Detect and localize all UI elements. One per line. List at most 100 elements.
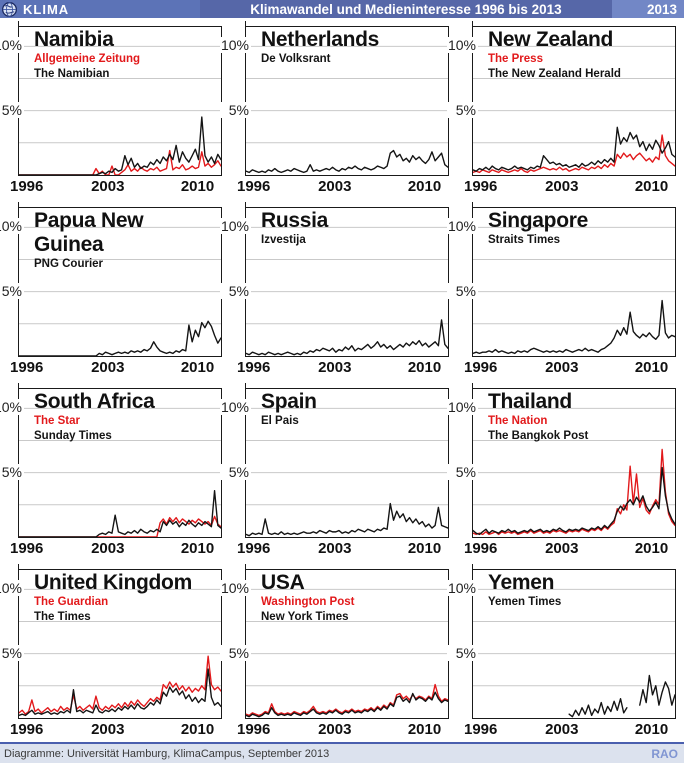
y-tick-label-10: 10% <box>447 37 478 54</box>
y-tick-label-10: 10% <box>220 218 251 235</box>
panel-title: Yemen <box>488 571 555 594</box>
x-tick-2010: 2010 <box>634 721 669 738</box>
line-chart <box>473 588 675 718</box>
line-chart <box>19 588 221 717</box>
panel-title: Russia <box>261 209 329 232</box>
x-tick-2010: 2010 <box>634 540 669 557</box>
x-tick-1996: 1996 <box>237 359 271 376</box>
y-tick-label-10: 10% <box>220 580 251 597</box>
x-tick-1996: 1996 <box>464 178 498 195</box>
panel-head: United Kingdom The Guardian The Times <box>34 571 192 625</box>
x-tick-2010: 2010 <box>407 178 442 195</box>
y-tick-label-5: 5% <box>447 463 478 480</box>
chart-panel-papua-new-guinea: Papua New Guinea PNG Courier 10% 5% 1996… <box>0 199 222 380</box>
panel-title: Spain <box>261 390 317 413</box>
y-tick-label-5: 5% <box>220 644 251 661</box>
legend-series-2: Sunday Times <box>34 430 112 442</box>
chart-panel-thailand: Thailand The Nation The Bangkok Post 10%… <box>447 380 676 561</box>
line-chart <box>19 226 221 356</box>
panel-title: New Zealand <box>488 28 614 51</box>
x-tick-2003: 2003 <box>91 359 125 376</box>
panel-head: South Africa The Star Sunday Times <box>34 390 155 444</box>
x-axis-labels: 1996 2003 2010 <box>464 177 676 198</box>
header-brand: KLIMA <box>0 0 200 18</box>
x-tick-1996: 1996 <box>237 721 271 738</box>
plot-area: Singapore Straits Times 10% 5% <box>447 202 676 357</box>
line-chart <box>246 407 448 537</box>
plot-area: USA Washington Post New York Times 10% 5… <box>220 564 449 719</box>
chart-panel-yemen: Yemen Yemen Times 10% 5% 1996 2003 2010 <box>447 561 676 742</box>
legend-series-1: The Press <box>488 53 543 65</box>
plot-area: Netherlands De Volksrant 10% 5% <box>220 21 449 176</box>
y-tick-label-10: 10% <box>0 399 24 416</box>
panel-head: Thailand The Nation The Bangkok Post <box>488 390 588 444</box>
footer-initials: RAO <box>651 746 678 761</box>
globe-icon <box>2 1 17 17</box>
legend-series-1: Allgemeine Zeitung <box>34 53 141 65</box>
x-tick-1996: 1996 <box>10 359 44 376</box>
panel-head: Papua New Guinea PNG Courier <box>34 209 212 272</box>
header-title: Klimawandel und Medieninteresse 1996 bis… <box>200 0 612 18</box>
plot-area: Yemen Yemen Times 10% 5% <box>447 564 676 719</box>
line-chart <box>473 407 675 536</box>
x-tick-1996: 1996 <box>464 540 498 557</box>
y-tick-label-5: 5% <box>220 101 251 118</box>
line-chart <box>246 45 448 174</box>
panel-head: Netherlands De Volksrant <box>261 28 379 67</box>
line-chart <box>473 226 675 355</box>
legend-series-1: The Guardian <box>34 596 109 608</box>
chart-panel-new-zealand: New Zealand The Press The New Zealand He… <box>447 18 676 199</box>
footer-credit: Diagramme: Universität Hamburg, KlimaCam… <box>4 747 330 760</box>
plot-area: Russia Izvestija 10% 5% <box>220 202 449 357</box>
panel-title: Netherlands <box>261 28 380 51</box>
x-tick-2010: 2010 <box>407 540 442 557</box>
x-axis-labels: 1996 2003 2010 <box>237 720 449 741</box>
chart-panel-spain: Spain El Pais 10% 5% 1996 2003 2010 <box>220 380 449 561</box>
legend-series-1: Yemen Times <box>488 596 562 608</box>
chart-panel-namibia: Namibia Allgemeine Zeitung The Namibian … <box>0 18 222 199</box>
legend-series-1: Straits Times <box>488 234 561 246</box>
plot-area: New Zealand The Press The New Zealand He… <box>447 21 676 176</box>
x-tick-1996: 1996 <box>464 721 498 738</box>
y-tick-label-10: 10% <box>220 37 251 54</box>
x-axis-labels: 1996 2003 2010 <box>237 177 449 198</box>
y-tick-label-5: 5% <box>0 463 24 480</box>
y-tick-label-5: 5% <box>220 463 251 480</box>
x-tick-2003: 2003 <box>545 178 579 195</box>
y-tick-label-10: 10% <box>0 37 24 54</box>
y-tick-label-5: 5% <box>0 644 24 661</box>
panel-title: Thailand <box>488 390 572 413</box>
panel-head: Yemen Yemen Times <box>488 571 561 610</box>
plot-area: Papua New Guinea PNG Courier 10% 5% <box>0 202 222 357</box>
x-axis-labels: 1996 2003 2010 <box>10 720 222 741</box>
x-tick-1996: 1996 <box>237 540 271 557</box>
brand-label: KLIMA <box>23 1 70 17</box>
legend-series-2: The Namibian <box>34 68 110 80</box>
plot-area: South Africa The Star Sunday Times 10% 5… <box>0 383 222 538</box>
x-axis-labels: 1996 2003 2010 <box>464 358 676 379</box>
panel-title: United Kingdom <box>34 571 192 594</box>
legend-series-2: The Bangkok Post <box>488 430 589 442</box>
line-chart <box>19 45 221 175</box>
legend-series-1: PNG Courier <box>34 258 104 270</box>
legend-series-2: The Times <box>34 611 91 623</box>
panel-head: USA Washington Post New York Times <box>261 571 354 625</box>
panel-title: South Africa <box>34 390 155 413</box>
chart-grid: Namibia Allgemeine Zeitung The Namibian … <box>0 18 684 742</box>
legend-series-2: The New Zealand Herald <box>488 68 621 80</box>
x-tick-2003: 2003 <box>318 178 352 195</box>
chart-panel-united-kingdom: United Kingdom The Guardian The Times 10… <box>0 561 222 742</box>
x-tick-1996: 1996 <box>10 721 44 738</box>
x-tick-2010: 2010 <box>407 721 442 738</box>
panel-title: USA <box>261 571 305 594</box>
y-tick-label-5: 5% <box>220 282 251 299</box>
panel-title: Papua New Guinea <box>34 209 144 256</box>
x-axis-labels: 1996 2003 2010 <box>237 358 449 379</box>
y-tick-label-10: 10% <box>447 580 478 597</box>
x-tick-2010: 2010 <box>634 178 669 195</box>
header-bar: KLIMA Klimawandel und Medieninteresse 19… <box>0 0 684 18</box>
x-tick-1996: 1996 <box>10 540 44 557</box>
panel-head: New Zealand The Press The New Zealand He… <box>488 28 621 82</box>
chart-panel-singapore: Singapore Straits Times 10% 5% 1996 2003… <box>447 199 676 380</box>
chart-panel-russia: Russia Izvestija 10% 5% 1996 2003 2010 <box>220 199 449 380</box>
